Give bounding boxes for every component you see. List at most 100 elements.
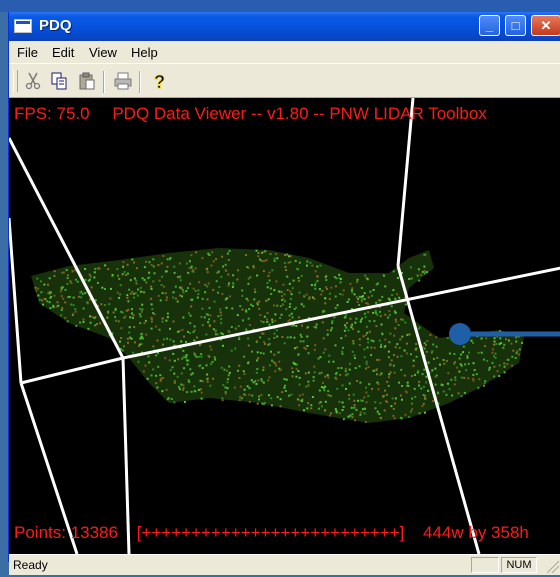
lidar-point xyxy=(388,314,391,317)
lidar-point xyxy=(466,356,469,359)
lidar-point xyxy=(383,346,386,349)
lidar-point xyxy=(242,319,244,322)
lidar-point xyxy=(209,345,212,348)
lidar-point xyxy=(441,384,444,387)
lidar-point xyxy=(297,316,300,319)
lidar-point xyxy=(357,399,360,402)
lidar-point xyxy=(290,293,293,296)
copy-icon[interactable] xyxy=(49,71,69,91)
lidar-point xyxy=(376,410,379,413)
minimize-button[interactable]: _ xyxy=(479,15,500,36)
lidar-point xyxy=(399,338,402,341)
lidar-point xyxy=(330,329,332,332)
lidar-point xyxy=(284,266,287,268)
lidar-point xyxy=(510,342,513,345)
lidar-point xyxy=(134,292,137,295)
lidar-point xyxy=(179,294,181,297)
lidar-point xyxy=(514,336,517,339)
lidar-point xyxy=(139,315,142,318)
lidar-point xyxy=(485,337,488,340)
lidar-point xyxy=(145,333,148,336)
lidar-point xyxy=(90,286,93,289)
lidar-point xyxy=(125,309,128,312)
lidar-point xyxy=(491,361,494,364)
lidar-point xyxy=(228,331,231,333)
title-bar[interactable]: PDQ _ □ ✕ xyxy=(9,12,560,41)
lidar-point xyxy=(48,277,51,280)
lidar-point xyxy=(472,373,475,376)
lidar-point xyxy=(65,269,68,272)
lidar-point xyxy=(360,399,363,402)
lidar-point xyxy=(361,317,364,320)
lidar-point xyxy=(268,342,271,345)
lidar-point xyxy=(49,307,52,310)
lidar-point xyxy=(486,359,489,362)
menu-bar: File Edit View Help xyxy=(9,41,560,63)
lidar-point xyxy=(424,411,426,414)
menu-file[interactable]: File xyxy=(17,45,38,60)
lidar-point xyxy=(156,386,159,389)
lidar-point xyxy=(173,265,176,268)
lidar-point xyxy=(210,348,213,351)
print-icon[interactable] xyxy=(113,71,133,91)
close-button[interactable]: ✕ xyxy=(531,15,560,36)
lidar-point xyxy=(215,333,217,336)
lidar-point xyxy=(350,308,353,310)
lidar-point xyxy=(288,305,291,308)
lidar-point xyxy=(282,298,285,301)
lidar-point xyxy=(82,320,85,323)
lidar-point xyxy=(194,290,197,292)
lidar-point xyxy=(131,308,133,311)
lidar-point xyxy=(207,354,210,357)
lidar-point xyxy=(506,363,509,366)
lidar-point xyxy=(60,309,63,312)
lidar-point xyxy=(266,312,269,314)
lidar-point xyxy=(47,283,49,286)
lidar-point xyxy=(365,386,367,389)
cut-icon[interactable] xyxy=(23,71,43,91)
lidar-point xyxy=(74,269,76,272)
lidar-point xyxy=(375,368,378,371)
lidar-point xyxy=(248,308,251,310)
lidar-point xyxy=(467,377,470,380)
lidar-point xyxy=(494,356,497,359)
lidar-point xyxy=(295,363,298,366)
lidar-point xyxy=(405,391,408,394)
lidar-point xyxy=(417,268,420,271)
lidar-point xyxy=(214,358,217,361)
lidar-point xyxy=(263,403,266,405)
lidar-point xyxy=(424,395,427,398)
lidar-point xyxy=(221,293,224,295)
lidar-point xyxy=(279,405,282,408)
lidar-point xyxy=(111,332,114,335)
lidar-3d-viewport[interactable]: FPS: 75.0 PDQ Data Viewer -- v1.80 -- PN… xyxy=(9,98,560,554)
lidar-point xyxy=(69,280,72,283)
lidar-point xyxy=(248,324,251,326)
lidar-point xyxy=(381,295,384,298)
pdq-window: PDQ _ □ ✕ File Edit View Help xyxy=(8,12,560,575)
lidar-point xyxy=(415,355,418,358)
lidar-point xyxy=(434,367,437,370)
lidar-point xyxy=(185,290,188,293)
menu-edit[interactable]: Edit xyxy=(52,45,75,60)
lidar-point xyxy=(173,359,176,362)
lidar-point xyxy=(160,262,163,265)
lidar-point xyxy=(188,260,191,263)
maximize-button[interactable]: □ xyxy=(505,15,526,36)
navigation-marker[interactable] xyxy=(449,323,560,345)
lidar-point xyxy=(398,381,400,384)
paste-icon[interactable] xyxy=(77,71,97,91)
lidar-point xyxy=(300,336,303,338)
menu-help[interactable]: Help xyxy=(131,45,158,60)
lidar-point xyxy=(43,283,46,286)
lidar-point xyxy=(151,308,154,311)
help-icon[interactable]: ? xyxy=(149,71,169,93)
menu-view[interactable]: View xyxy=(89,45,117,60)
lidar-point xyxy=(35,289,38,292)
lidar-point xyxy=(435,336,438,339)
toolbar-grip[interactable] xyxy=(13,70,18,92)
lidar-point xyxy=(192,287,195,290)
resize-grip[interactable] xyxy=(539,557,560,574)
lidar-point xyxy=(281,295,283,298)
point-cloud-scene[interactable] xyxy=(9,98,560,554)
